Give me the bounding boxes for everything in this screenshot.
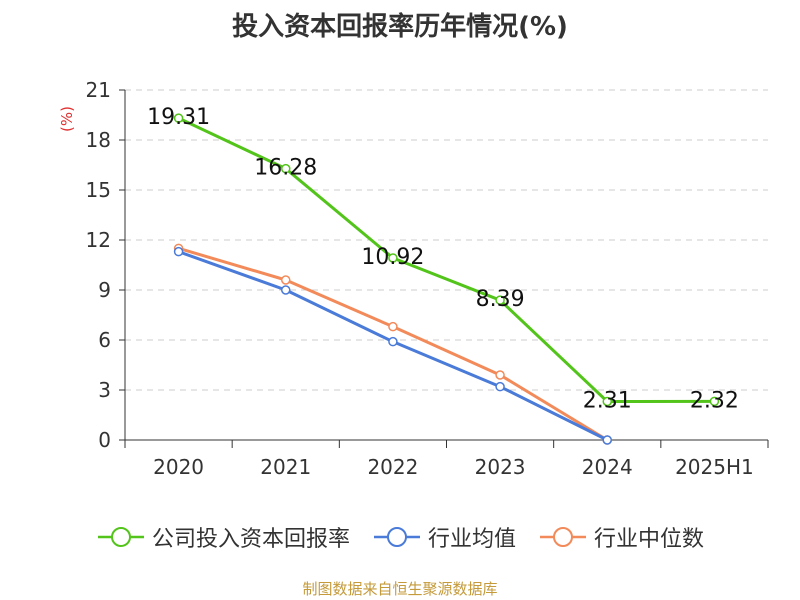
y-tick-label: 9: [98, 278, 111, 302]
y-tick-label: 3: [98, 378, 111, 402]
data-point: [173, 113, 184, 123]
data-point: [495, 295, 505, 305]
data-label: 19.31: [147, 105, 210, 130]
data-point: [495, 370, 505, 380]
legend-label: 行业中位数: [594, 527, 705, 552]
legend-item[interactable]: 公司投入资本回报率: [96, 521, 350, 553]
x-tick-label: 2025H1: [675, 455, 754, 479]
y-tick-label: 18: [86, 128, 111, 152]
data-point: [388, 336, 398, 347]
x-tick-label: 2024: [582, 455, 633, 479]
data-point: [173, 246, 184, 257]
x-tick-label: 2021: [260, 455, 311, 479]
legend-item[interactable]: 行业均值: [372, 521, 516, 553]
data-label: 16.28: [254, 156, 317, 181]
chart-legend: 公司投入资本回报率 行业均值 行业中位数: [0, 520, 800, 554]
legend-marker-icon: [97, 527, 144, 547]
data-label: 8.39: [476, 287, 525, 312]
x-tick-label: 2023: [475, 455, 526, 479]
chart-title: 投入资本回报率历年情况(%): [232, 12, 568, 42]
data-point: [602, 396, 612, 407]
data-point: [281, 275, 291, 285]
data-point: [602, 435, 612, 445]
data-point: [281, 285, 291, 295]
legend-label: 行业均值: [427, 527, 516, 552]
data-point: [388, 253, 398, 263]
x-tick-label: 2022: [367, 455, 418, 479]
y-tick-label: 6: [98, 328, 111, 352]
data-label: 2.32: [690, 388, 739, 413]
data-label: 2.31: [583, 389, 632, 414]
legend-item[interactable]: 行业中位数: [538, 521, 704, 553]
data-point: [388, 321, 398, 332]
data-point: [495, 381, 505, 392]
y-tick-label: 15: [86, 178, 111, 202]
series-line: [177, 116, 715, 403]
legend-marker-icon: [540, 527, 586, 547]
y-tick-label: 21: [86, 78, 111, 102]
y-tick-label: 0: [98, 428, 111, 452]
data-label: 10.92: [361, 245, 424, 270]
data-point: [281, 163, 291, 174]
y-tick-label: 12: [86, 228, 111, 252]
legend-label: 公司投入资本回报率: [151, 527, 350, 552]
legend-marker-icon: [373, 527, 420, 547]
x-tick-label: 2020: [153, 455, 204, 479]
data-source-note: 制图数据来自恒生聚源数据库: [302, 580, 498, 598]
data-point: [709, 396, 720, 407]
